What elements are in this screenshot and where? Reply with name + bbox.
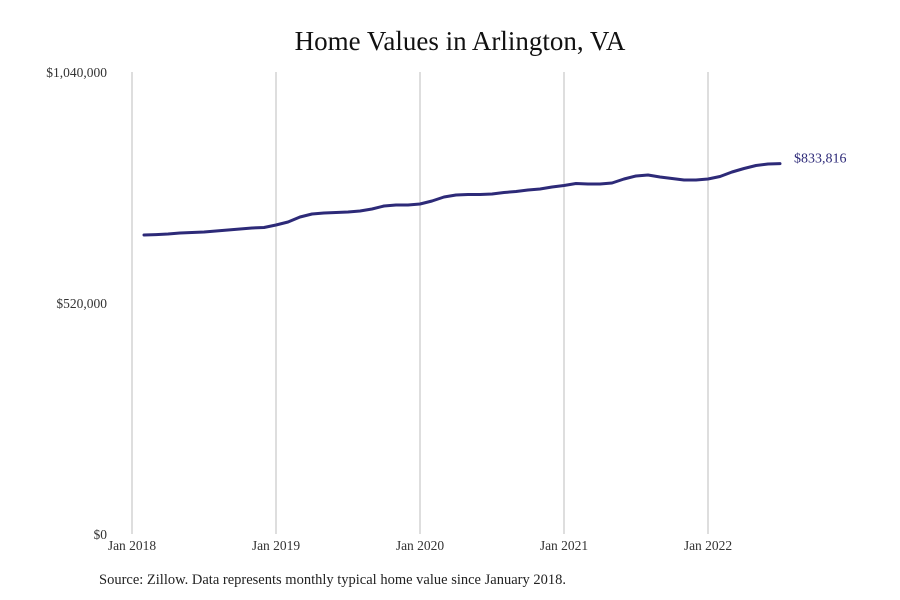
chart-title: Home Values in Arlington, VA: [294, 26, 626, 56]
y-axis: $0 $520,000 $1,040,000: [46, 65, 107, 542]
gridlines: [131, 72, 709, 534]
x-tick-label: Jan 2021: [540, 538, 588, 553]
x-tick-label: Jan 2018: [108, 538, 157, 553]
series-line: [142, 162, 782, 237]
x-axis: Jan 2018 Jan 2019 Jan 2020 Jan 2021 Jan 2022: [108, 538, 732, 553]
y-tick-label: $0: [94, 527, 108, 542]
end-value-label: $833,816: [794, 152, 847, 167]
y-tick-label: $1,040,000: [46, 65, 107, 80]
y-tick-label: $520,000: [56, 296, 107, 311]
x-tick-label: Jan 2020: [396, 538, 445, 553]
series: $833,816: [142, 152, 847, 237]
source-note: Source: Zillow. Data represents monthly …: [99, 572, 566, 588]
x-tick-label: Jan 2019: [252, 538, 301, 553]
x-tick-label: Jan 2022: [684, 538, 732, 553]
